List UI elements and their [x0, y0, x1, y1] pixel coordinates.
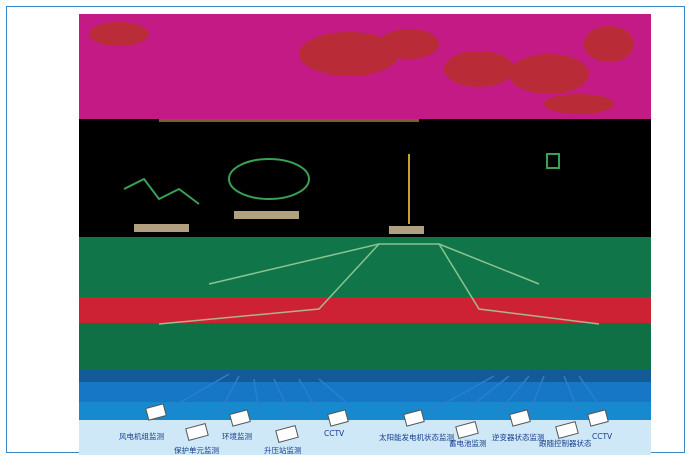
system-diagram: 风电机组监测 保护单元监测 环境监测 升压站监测 CCTV 太阳能发电机状态监测… — [79, 14, 651, 455]
device-label: 跟随控制器状态 — [539, 439, 592, 448]
tower-icon — [389, 154, 424, 234]
device-icon — [509, 409, 531, 427]
device-label: 风电机组监测 — [119, 432, 164, 441]
device-label: CCTV — [592, 432, 613, 441]
device-icons — [145, 403, 609, 443]
device-band-light — [79, 402, 651, 420]
device-icon — [555, 421, 579, 439]
device-band-dark — [79, 370, 651, 382]
device-label: CCTV — [324, 429, 345, 438]
connection-arrows — [163, 373, 605, 415]
device-label: 逆变器状态监测 — [492, 433, 545, 442]
device-label: 升压站监测 — [264, 446, 302, 455]
device-icon — [327, 409, 349, 427]
device-label: 蓄电池监测 — [449, 439, 487, 448]
router-icon — [228, 158, 310, 219]
label-band — [79, 420, 651, 455]
device-icon — [455, 421, 479, 439]
device-icon — [145, 403, 167, 421]
device-icon — [403, 409, 425, 427]
network-lines — [158, 243, 600, 325]
device-icon — [229, 409, 251, 427]
monitor-icon — [546, 153, 560, 169]
cloud-graphic — [89, 22, 634, 114]
diagram-overlay — [89, 22, 634, 443]
device-icon — [587, 409, 609, 427]
device-band — [79, 382, 651, 402]
device-icon — [185, 423, 209, 441]
server-icon — [123, 177, 200, 232]
device-label: 环境监测 — [222, 432, 252, 441]
network-lower-band — [79, 323, 651, 370]
server-band — [79, 119, 651, 237]
device-label: 保护单元监测 — [174, 446, 219, 455]
device-label: 太阳能发电机状态监测 — [379, 433, 454, 442]
device-icon — [275, 425, 299, 443]
